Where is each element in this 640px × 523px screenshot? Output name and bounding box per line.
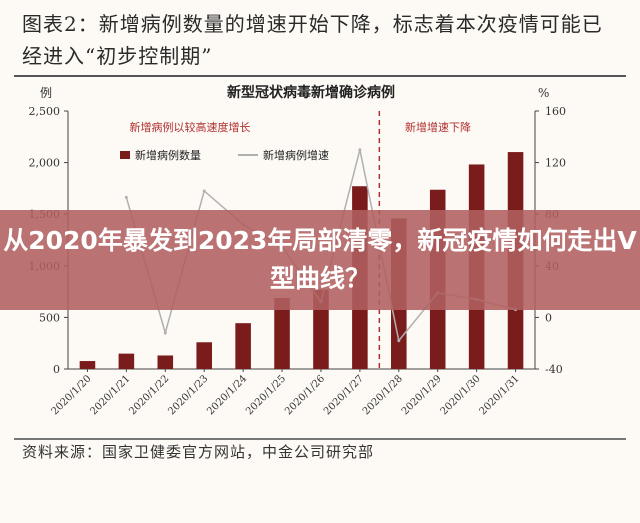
x-tick-label: 2020/1/22 (127, 373, 171, 417)
chart-title: 新型冠状病毒新增确诊病例 (227, 84, 395, 101)
growth-point (202, 189, 206, 193)
x-tick-label: 2020/1/21 (88, 373, 132, 417)
y2-axis-unit: % (538, 86, 549, 100)
bar (79, 361, 96, 369)
bar (157, 355, 174, 369)
headline-text: 从2020年暴发到2023年局部清零，新冠疫情如何走出V型曲线？ (3, 226, 637, 293)
legend-line-label: 新增病例增速 (263, 148, 329, 162)
bar (118, 353, 135, 369)
y-axis-unit: 例 (40, 86, 52, 100)
growth-point (124, 195, 128, 199)
annotation-decline: 新增增速下降 (405, 120, 471, 134)
x-tick-label: 2020/1/29 (400, 373, 444, 417)
top-rule (14, 75, 626, 77)
x-tick-label: 2020/1/27 (322, 373, 366, 417)
y-tick-label: 2,000 (29, 157, 61, 170)
figure-title: 图表2：新增病例数量的增速开始下降，标志着本次疫情可能已经进入“初步控制期” (22, 12, 603, 68)
growth-point (163, 331, 167, 335)
source-note: 资料来源：国家卫健委官方网站，中金公司研究部 (22, 443, 375, 461)
x-tick-label: 2020/1/24 (205, 373, 249, 417)
x-tick-label: 2020/1/26 (283, 373, 327, 417)
y2-tick-label: -40 (545, 363, 563, 376)
bar (235, 323, 251, 369)
y2-tick-label: 0 (545, 311, 552, 324)
x-tick-label: 2020/1/20 (50, 373, 94, 417)
y2-tick-label: 120 (545, 157, 566, 170)
chart: 新型冠状病毒新增确诊病例 例 % 05001,0001,5002,0002,50… (29, 84, 567, 417)
x-tick-label: 2020/1/25 (244, 373, 288, 417)
y2-tick-label: 160 (545, 105, 566, 118)
y-tick-label: 500 (39, 311, 60, 324)
y-tick-label: 0 (53, 363, 60, 376)
annotation-growth: 新增病例以较高速度增长 (130, 120, 251, 134)
bar (196, 342, 212, 369)
legend-bar-swatch (120, 151, 130, 159)
x-tick-label: 2020/1/31 (478, 373, 522, 417)
bottom-rule (14, 438, 626, 440)
y-tick-label: 2,500 (29, 105, 61, 118)
bar (274, 297, 290, 369)
legend-bar-label: 新增病例数量 (135, 148, 201, 162)
x-tick-label: 2020/1/23 (166, 373, 210, 417)
growth-point (397, 339, 401, 343)
x-tick-label: 2020/1/28 (361, 373, 405, 417)
x-tick-label: 2020/1/30 (439, 373, 483, 417)
headline-banner (0, 210, 640, 310)
growth-point (358, 148, 362, 152)
